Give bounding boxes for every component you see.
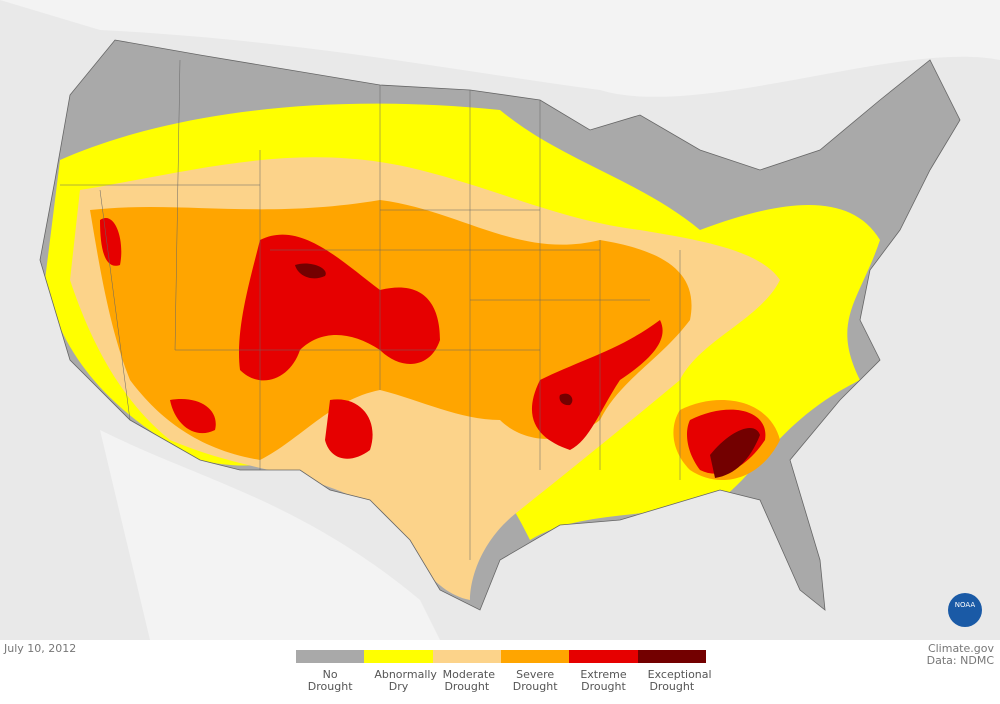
legend-label: Exceptional Drought [647,668,712,693]
us-outline [39,39,961,611]
legend-swatch [500,650,570,663]
legend-item: Severe Drought [500,650,570,693]
date: July 10, 2012 [4,642,77,655]
mexico [100,430,440,640]
legend-label: Moderate Drought [442,668,495,693]
drought-map: NOAA [0,0,1000,640]
legend-item: No Drought [296,650,365,693]
legend-swatch [569,650,638,663]
legend-label: No Drought [307,668,353,693]
legend-item: Extreme Drought [569,650,638,693]
logo-text: NOAA [955,601,976,609]
legend-swatch [637,650,706,663]
legend-label: Severe Drought [512,668,558,693]
legend-label: Extreme Drought [580,668,627,693]
extreme-drought-area [531,320,663,450]
credit: Climate.gov [927,642,994,655]
legend-item: Moderate Drought [432,650,501,693]
extreme-drought-area [100,218,766,474]
extreme-drought-area [239,234,440,381]
source: Data: NDMC [926,654,994,667]
exceptional-drought-area [295,263,760,478]
legend: No Drought Abnormally Dry Moderate Drought… [296,650,712,693]
legend-swatch [296,650,365,663]
legend-label: Abnormally Dry [374,668,437,693]
legend-swatch [432,650,501,663]
canada [0,0,1000,97]
noaa-logo [948,593,982,627]
legend-swatch [364,650,433,663]
legend-item: Exceptional Drought [637,650,712,693]
state-borders [60,59,681,560]
legend-item: Abnormally Dry [364,650,437,693]
